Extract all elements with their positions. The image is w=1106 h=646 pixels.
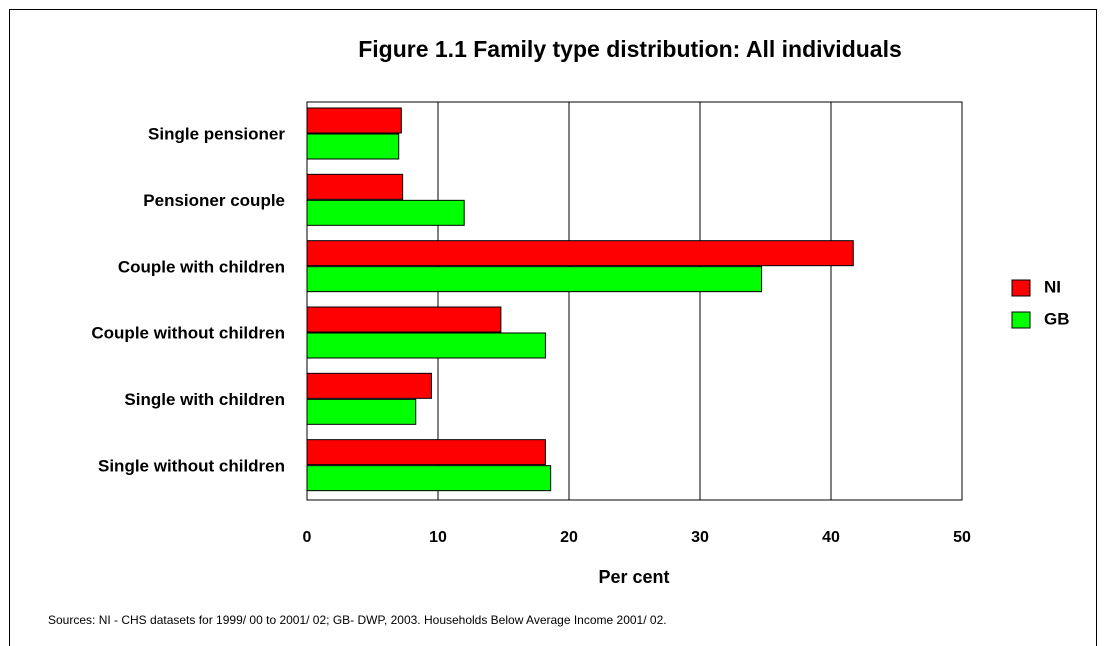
bar	[306, 465, 552, 492]
legend-swatch	[1011, 311, 1031, 329]
chart-title: Figure 1.1 Family type distribution: All…	[358, 36, 902, 62]
y-tick-label: Single without children	[98, 456, 285, 475]
bar	[306, 173, 404, 200]
legend-swatch	[1011, 279, 1031, 297]
legend-label: NI	[1044, 277, 1061, 296]
bar	[306, 439, 546, 466]
bar	[306, 398, 417, 425]
y-tick-label: Couple without children	[91, 324, 285, 343]
x-tick-label: 30	[691, 529, 709, 546]
x-tick-label: 40	[822, 529, 840, 546]
x-tick-label: 0	[303, 529, 312, 546]
bar	[306, 133, 400, 160]
x-tick-label: 10	[429, 529, 447, 546]
legend-label: GB	[1044, 309, 1070, 328]
y-tick-label: Single pensioner	[148, 125, 285, 144]
y-tick-label: Couple with children	[118, 257, 285, 276]
x-axis-label: Per cent	[598, 567, 669, 587]
x-tick-label: 20	[560, 529, 578, 546]
bar	[306, 332, 546, 359]
plot-area	[306, 101, 963, 501]
bar	[306, 306, 502, 333]
x-tick-label: 50	[953, 529, 971, 546]
bar	[306, 240, 854, 267]
frame	[9, 9, 1097, 646]
source-note: Sources: NI - CHS datasets for 1999/ 00 …	[48, 613, 667, 627]
y-tick-label: Pensioner couple	[143, 191, 285, 210]
bar	[306, 372, 432, 399]
bar	[306, 199, 465, 226]
y-tick-label: Single with children	[124, 390, 285, 409]
bar	[306, 266, 763, 293]
bar	[306, 107, 402, 134]
